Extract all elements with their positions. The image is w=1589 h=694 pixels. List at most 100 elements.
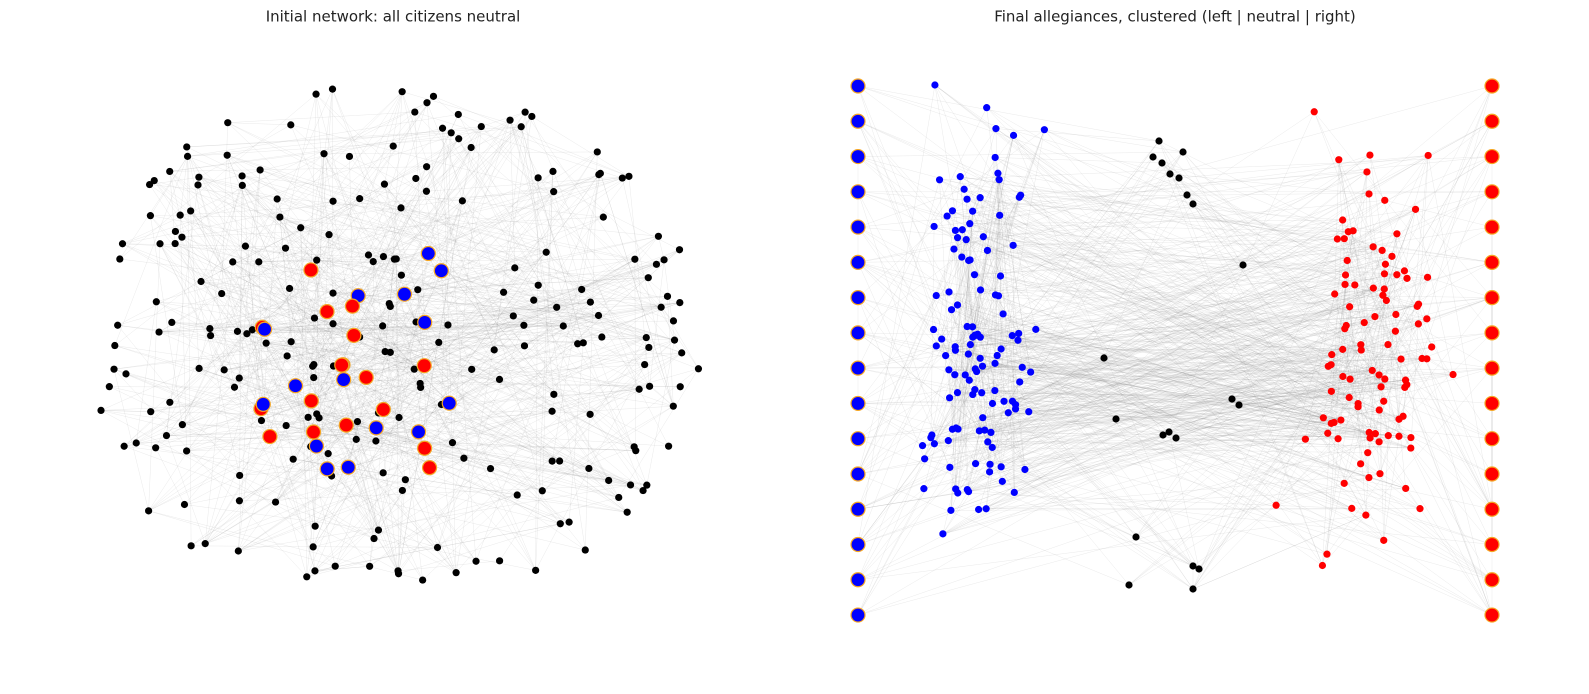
- node: [1412, 206, 1419, 213]
- node: [539, 487, 546, 494]
- node: [1385, 432, 1392, 439]
- edge: [187, 133, 451, 147]
- seed-node: [851, 326, 865, 340]
- node: [1183, 191, 1190, 198]
- node: [945, 437, 952, 444]
- node: [286, 285, 293, 292]
- edge: [650, 260, 664, 386]
- node: [665, 443, 672, 450]
- node: [969, 208, 976, 215]
- node: [595, 171, 602, 178]
- node: [147, 212, 154, 219]
- node: [370, 258, 377, 265]
- node: [952, 227, 959, 234]
- node: [1335, 156, 1342, 163]
- node: [939, 530, 946, 537]
- seed-node: [1485, 291, 1499, 305]
- node: [1339, 216, 1346, 223]
- node: [243, 330, 250, 337]
- node: [366, 563, 373, 570]
- node: [1380, 537, 1387, 544]
- node: [624, 509, 631, 516]
- node: [375, 527, 382, 534]
- node: [695, 365, 702, 372]
- node: [553, 304, 560, 311]
- node: [931, 440, 938, 447]
- node: [1342, 271, 1349, 278]
- seed-node: [1485, 185, 1499, 199]
- node: [1325, 363, 1332, 370]
- node: [119, 240, 126, 247]
- node: [187, 207, 194, 214]
- node: [978, 389, 985, 396]
- node: [381, 181, 388, 188]
- node: [615, 494, 622, 501]
- node: [671, 337, 678, 344]
- node: [258, 417, 265, 424]
- node: [236, 472, 243, 479]
- node: [664, 293, 671, 300]
- edge: [123, 112, 526, 244]
- node: [991, 387, 998, 394]
- node: [1366, 434, 1373, 441]
- node: [627, 481, 634, 488]
- node: [263, 340, 270, 347]
- node: [965, 350, 972, 357]
- node: [236, 497, 243, 504]
- seed-node: [335, 358, 349, 372]
- node: [1334, 235, 1341, 242]
- node: [178, 234, 185, 241]
- node: [274, 195, 281, 202]
- node: [496, 557, 503, 564]
- node: [380, 469, 387, 476]
- edge: [109, 387, 234, 388]
- node: [311, 314, 318, 321]
- node: [969, 323, 976, 330]
- seed-node: [1485, 361, 1499, 375]
- node: [972, 460, 979, 467]
- edge: [1193, 438, 1370, 566]
- edge: [123, 201, 334, 244]
- node: [1334, 435, 1341, 442]
- node: [310, 374, 317, 381]
- node: [598, 333, 605, 340]
- node: [320, 150, 327, 157]
- node: [952, 347, 959, 354]
- node: [1320, 414, 1327, 421]
- node: [631, 443, 638, 450]
- seed-node: [851, 573, 865, 587]
- node: [1364, 449, 1371, 456]
- node: [532, 567, 539, 574]
- node: [933, 342, 940, 349]
- panel-title: Initial network: all citizens neutral: [266, 8, 521, 26]
- node: [984, 247, 991, 254]
- node: [423, 99, 430, 106]
- node: [111, 342, 118, 349]
- node: [1273, 502, 1280, 509]
- node: [423, 163, 430, 170]
- node: [177, 212, 184, 219]
- node: [303, 573, 310, 580]
- seed-node: [418, 441, 432, 455]
- node: [954, 234, 961, 241]
- seed-node: [1485, 150, 1499, 164]
- node: [1376, 406, 1383, 413]
- node: [1415, 320, 1422, 327]
- node: [518, 123, 525, 130]
- seed-node: [851, 396, 865, 410]
- node: [459, 197, 466, 204]
- node: [133, 439, 140, 446]
- node: [168, 319, 175, 326]
- node: [221, 366, 228, 373]
- node: [1339, 346, 1346, 353]
- node: [496, 376, 503, 383]
- node: [346, 153, 353, 160]
- node: [971, 271, 978, 278]
- node: [272, 498, 279, 505]
- node: [973, 368, 980, 375]
- node: [1330, 419, 1337, 426]
- seed-node: [1485, 396, 1499, 410]
- node: [439, 125, 446, 132]
- node: [535, 282, 542, 289]
- edge: [1384, 86, 1492, 289]
